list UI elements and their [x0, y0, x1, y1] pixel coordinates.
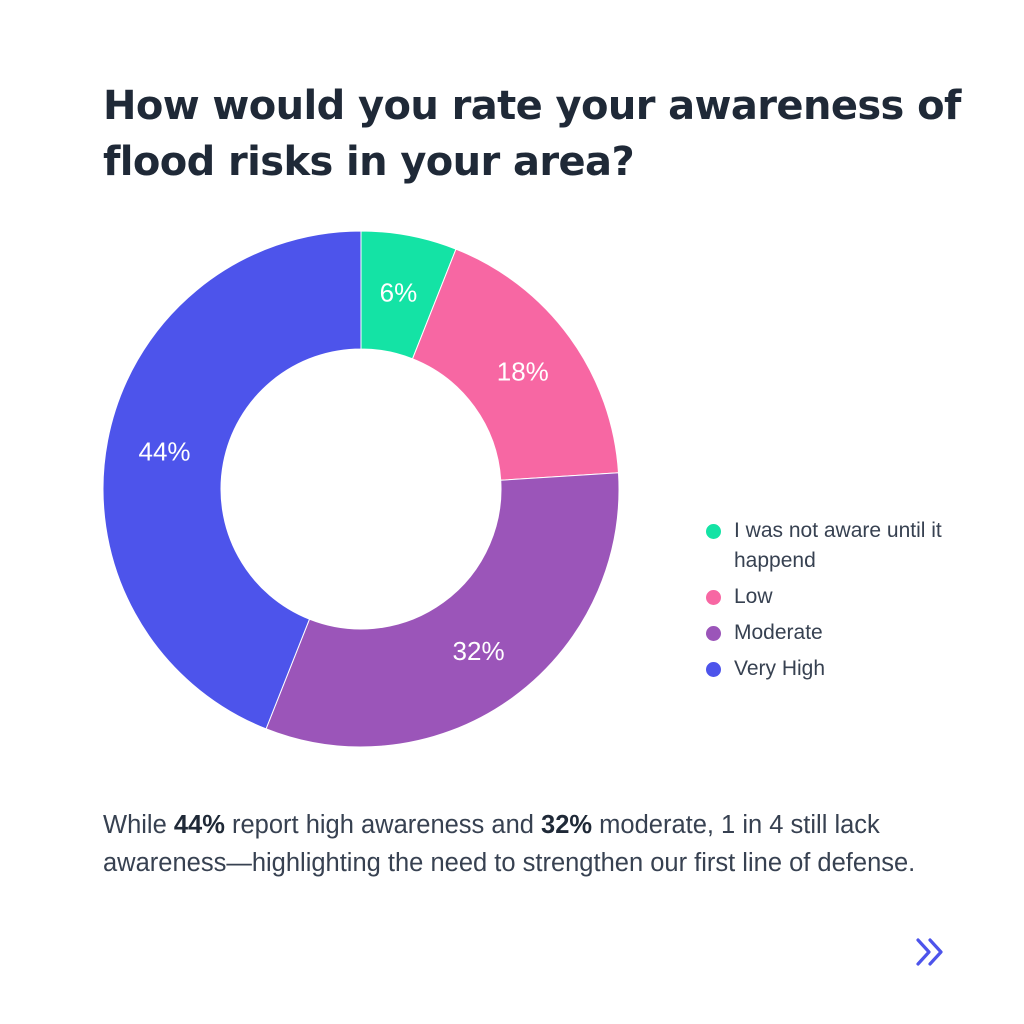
caption-text: report high awareness and — [224, 811, 542, 839]
legend-label: Low — [734, 585, 773, 608]
legend-swatch — [706, 626, 721, 641]
caption-highlight: 32% — [541, 811, 593, 839]
chart-title: How would you rate your awareness of flo… — [103, 83, 961, 185]
slice-value-label: 44% — [139, 437, 191, 467]
double-chevron-right-icon[interactable] — [910, 934, 950, 970]
slice-value-label: 18% — [497, 356, 549, 386]
legend-label: Moderate — [734, 621, 823, 644]
caption-text: moderate, 1 in 4 still lack awareness—hi… — [103, 811, 916, 877]
legend-swatch — [706, 524, 721, 539]
donut-slice-1 — [411, 248, 620, 481]
legend-item-moderate: Moderate — [706, 618, 1006, 648]
caption-highlight: 44% — [173, 811, 225, 839]
legend-label: I was not aware until it happend — [734, 519, 942, 572]
legend-swatch — [706, 590, 721, 605]
donut-slice-2 — [265, 472, 620, 748]
slice-value-label: 32% — [453, 636, 505, 666]
caption-text: While — [103, 811, 174, 839]
slice-value-label: 6% — [380, 278, 418, 308]
chart-caption: While 44% report high awareness and 32% … — [103, 806, 953, 882]
legend-item-low: Low — [706, 582, 1006, 612]
legend-label: Very High — [734, 657, 826, 680]
legend-swatch — [706, 662, 721, 677]
legend-item-not-aware: I was not aware until it happend — [706, 516, 1006, 576]
legend-item-very-high: Very High — [706, 654, 1006, 684]
chart-legend: I was not aware until it happend Low Mod… — [706, 516, 1006, 690]
donut-slice-3 — [102, 230, 362, 730]
